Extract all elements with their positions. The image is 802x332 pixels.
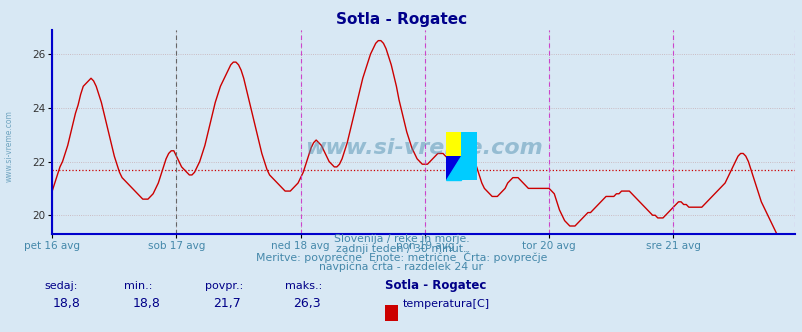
Text: sedaj:: sedaj: (44, 281, 78, 291)
Text: 26,3: 26,3 (293, 297, 320, 310)
Polygon shape (445, 156, 460, 180)
Bar (445, 156, 460, 180)
Text: zadnji teden / 30 minut.: zadnji teden / 30 minut. (336, 244, 466, 254)
Text: Sotla - Rogatec: Sotla - Rogatec (385, 279, 486, 292)
Bar (460, 132, 476, 180)
Text: povpr.:: povpr.: (205, 281, 243, 291)
Text: min.:: min.: (124, 281, 152, 291)
Text: www.si-vreme.com: www.si-vreme.com (304, 138, 542, 158)
Text: 18,8: 18,8 (132, 297, 160, 310)
Text: temperatura[C]: temperatura[C] (403, 299, 489, 309)
Text: www.si-vreme.com: www.si-vreme.com (5, 110, 14, 182)
Text: navpična črta - razdelek 24 ur: navpična črta - razdelek 24 ur (319, 262, 483, 272)
Bar (445, 132, 460, 156)
Text: maks.:: maks.: (285, 281, 322, 291)
Text: Sotla - Rogatec: Sotla - Rogatec (335, 12, 467, 27)
Text: 18,8: 18,8 (52, 297, 80, 310)
Text: Slovenija / reke in morje.: Slovenija / reke in morje. (334, 234, 468, 244)
Text: 21,7: 21,7 (213, 297, 241, 310)
Text: Meritve: povprečne  Enote: metrične  Črta: povprečje: Meritve: povprečne Enote: metrične Črta:… (256, 251, 546, 263)
